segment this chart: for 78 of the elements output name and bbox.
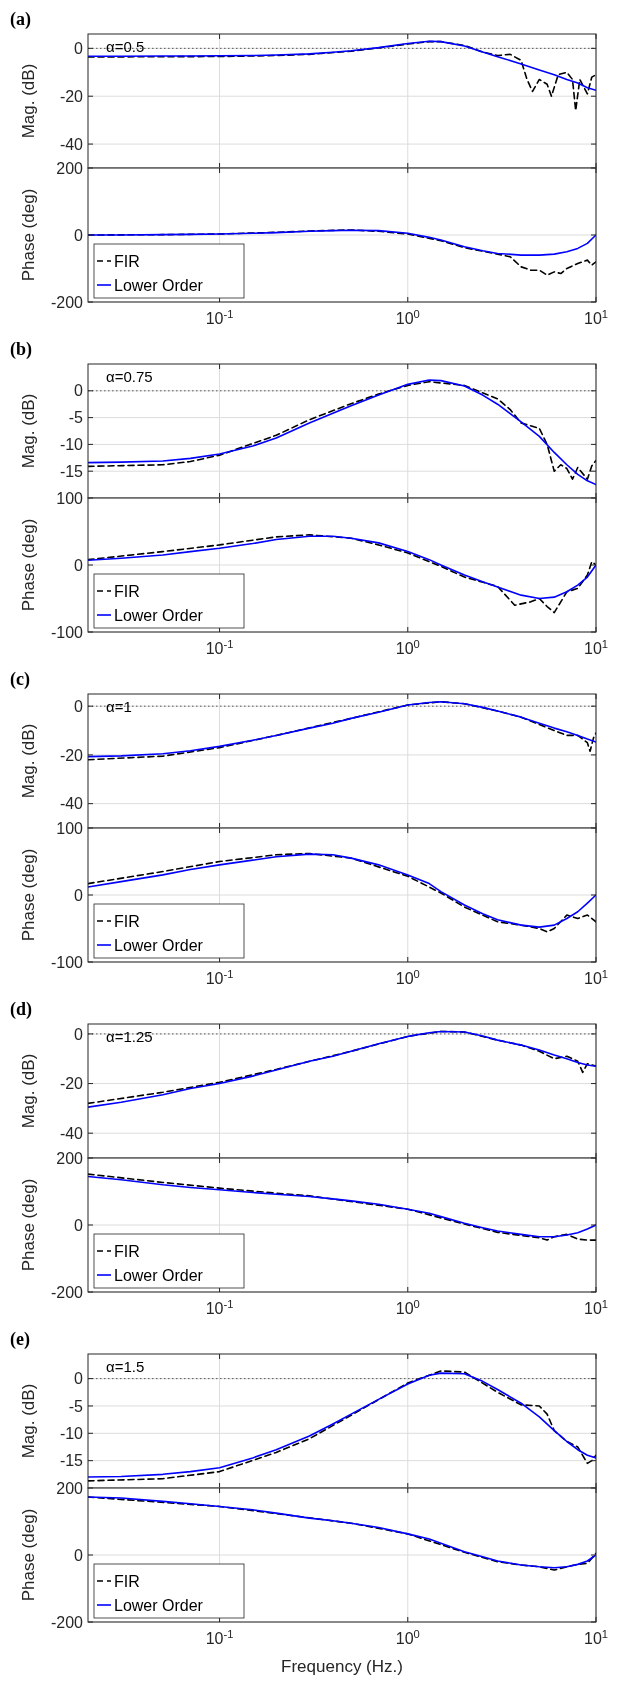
y-axis-title: Mag. (dB): [18, 393, 38, 469]
y-tick-label: -20: [59, 1075, 84, 1093]
x-tick-label: 10$^{0}$: [395, 968, 420, 987]
x-tick-label: 10$^{1}$: [583, 1298, 609, 1317]
y-tick-label: -20: [59, 746, 84, 764]
annotation: α=1: [106, 698, 132, 715]
y-tick-label: -200: [50, 1613, 84, 1631]
legend-label: FIR: [114, 582, 140, 600]
x-tick-label: 10$^{1}$: [583, 638, 609, 657]
x-tick-label: 10$^{-1}$: [205, 1298, 234, 1317]
y-tick-label: -15: [59, 462, 84, 480]
y-tick-label: -40: [59, 1124, 84, 1142]
y-tick-label: -10: [59, 436, 84, 453]
legend-label: Lower Order: [114, 606, 204, 624]
x-tick-label: 10$^{-1}$: [205, 638, 234, 657]
y-tick-label: -200: [50, 293, 84, 311]
y-tick-label: 0: [74, 886, 84, 904]
y-tick-label: 100: [56, 819, 84, 837]
y-axis-title: Mag. (dB): [18, 723, 38, 799]
x-tick-label: 10$^{1}$: [583, 308, 609, 327]
annotation: α=1.25: [106, 1028, 153, 1045]
x-tick-label: 10$^{0}$: [395, 1628, 420, 1647]
legend-label: Lower Order: [114, 276, 204, 294]
x-tick-label: 10$^{0}$: [395, 1298, 420, 1317]
y-axis-title: Mag. (dB): [18, 1383, 38, 1459]
y-tick-label: 200: [56, 1149, 84, 1167]
x-axis-title: Frequency (Hz.): [281, 1657, 403, 1676]
annotation: α=1.5: [106, 1358, 145, 1375]
y-tick-label: 0: [74, 39, 84, 57]
y-tick-label: 200: [56, 159, 84, 177]
y-tick-label: 0: [74, 1370, 84, 1388]
legend-label: Lower Order: [114, 1266, 204, 1284]
chart-title: (e): [10, 1329, 30, 1350]
y-axis-title: Phase (deg): [18, 1508, 38, 1602]
chart-title: (b): [10, 339, 32, 360]
y-tick-label: 100: [56, 489, 84, 507]
legend-label: FIR: [114, 912, 140, 930]
x-tick-label: 10$^{1}$: [583, 1628, 609, 1647]
y-tick-label: -40: [59, 135, 84, 153]
y-tick-label: 0: [74, 556, 84, 574]
legend-label: FIR: [114, 1242, 140, 1260]
chart-title: (a): [10, 9, 31, 30]
y-axis-title: Mag. (dB): [18, 63, 38, 139]
annotation: α=0.75: [106, 368, 153, 385]
legend-label: Lower Order: [114, 936, 204, 954]
y-tick-label: 0: [74, 1025, 84, 1043]
y-tick-label: -100: [50, 623, 84, 641]
y-tick-label: 0: [74, 697, 84, 715]
y-tick-label: -10: [59, 1424, 84, 1442]
y-axis-title: Phase (deg): [18, 518, 38, 612]
y-tick-label: -20: [59, 87, 84, 105]
y-tick-label: -15: [59, 1452, 84, 1470]
y-tick-label: -5: [68, 409, 84, 427]
y-axis-title: Phase (deg): [18, 1178, 38, 1272]
y-tick-label: 0: [74, 382, 84, 400]
legend-label: FIR: [114, 252, 140, 270]
x-tick-label: 10$^{-1}$: [205, 308, 234, 327]
annotation: α=0.5: [106, 38, 145, 55]
y-tick-label: 0: [74, 226, 84, 244]
y-axis-title: Mag. (dB): [18, 1053, 38, 1129]
x-tick-label: 10$^{0}$: [395, 638, 420, 657]
x-tick-label: 10$^{0}$: [395, 308, 420, 327]
y-tick-label: 0: [74, 1216, 84, 1234]
y-tick-label: -5: [68, 1397, 84, 1415]
chart-title: (c): [10, 669, 30, 690]
y-tick-label: -100: [50, 953, 84, 971]
x-tick-label: 10$^{1}$: [583, 968, 609, 987]
x-tick-label: 10$^{-1}$: [205, 968, 234, 987]
y-tick-label: -40: [59, 795, 84, 813]
chart-title: (d): [10, 999, 32, 1020]
legend-label: Lower Order: [114, 1596, 204, 1614]
x-tick-label: 10$^{-1}$: [205, 1628, 234, 1647]
y-tick-label: -200: [50, 1283, 84, 1301]
y-tick-label: 0: [74, 1546, 84, 1564]
y-axis-title: Phase (deg): [18, 188, 38, 282]
y-axis-title: Phase (deg): [18, 848, 38, 942]
y-tick-label: 200: [56, 1479, 84, 1497]
legend-label: FIR: [114, 1572, 140, 1590]
